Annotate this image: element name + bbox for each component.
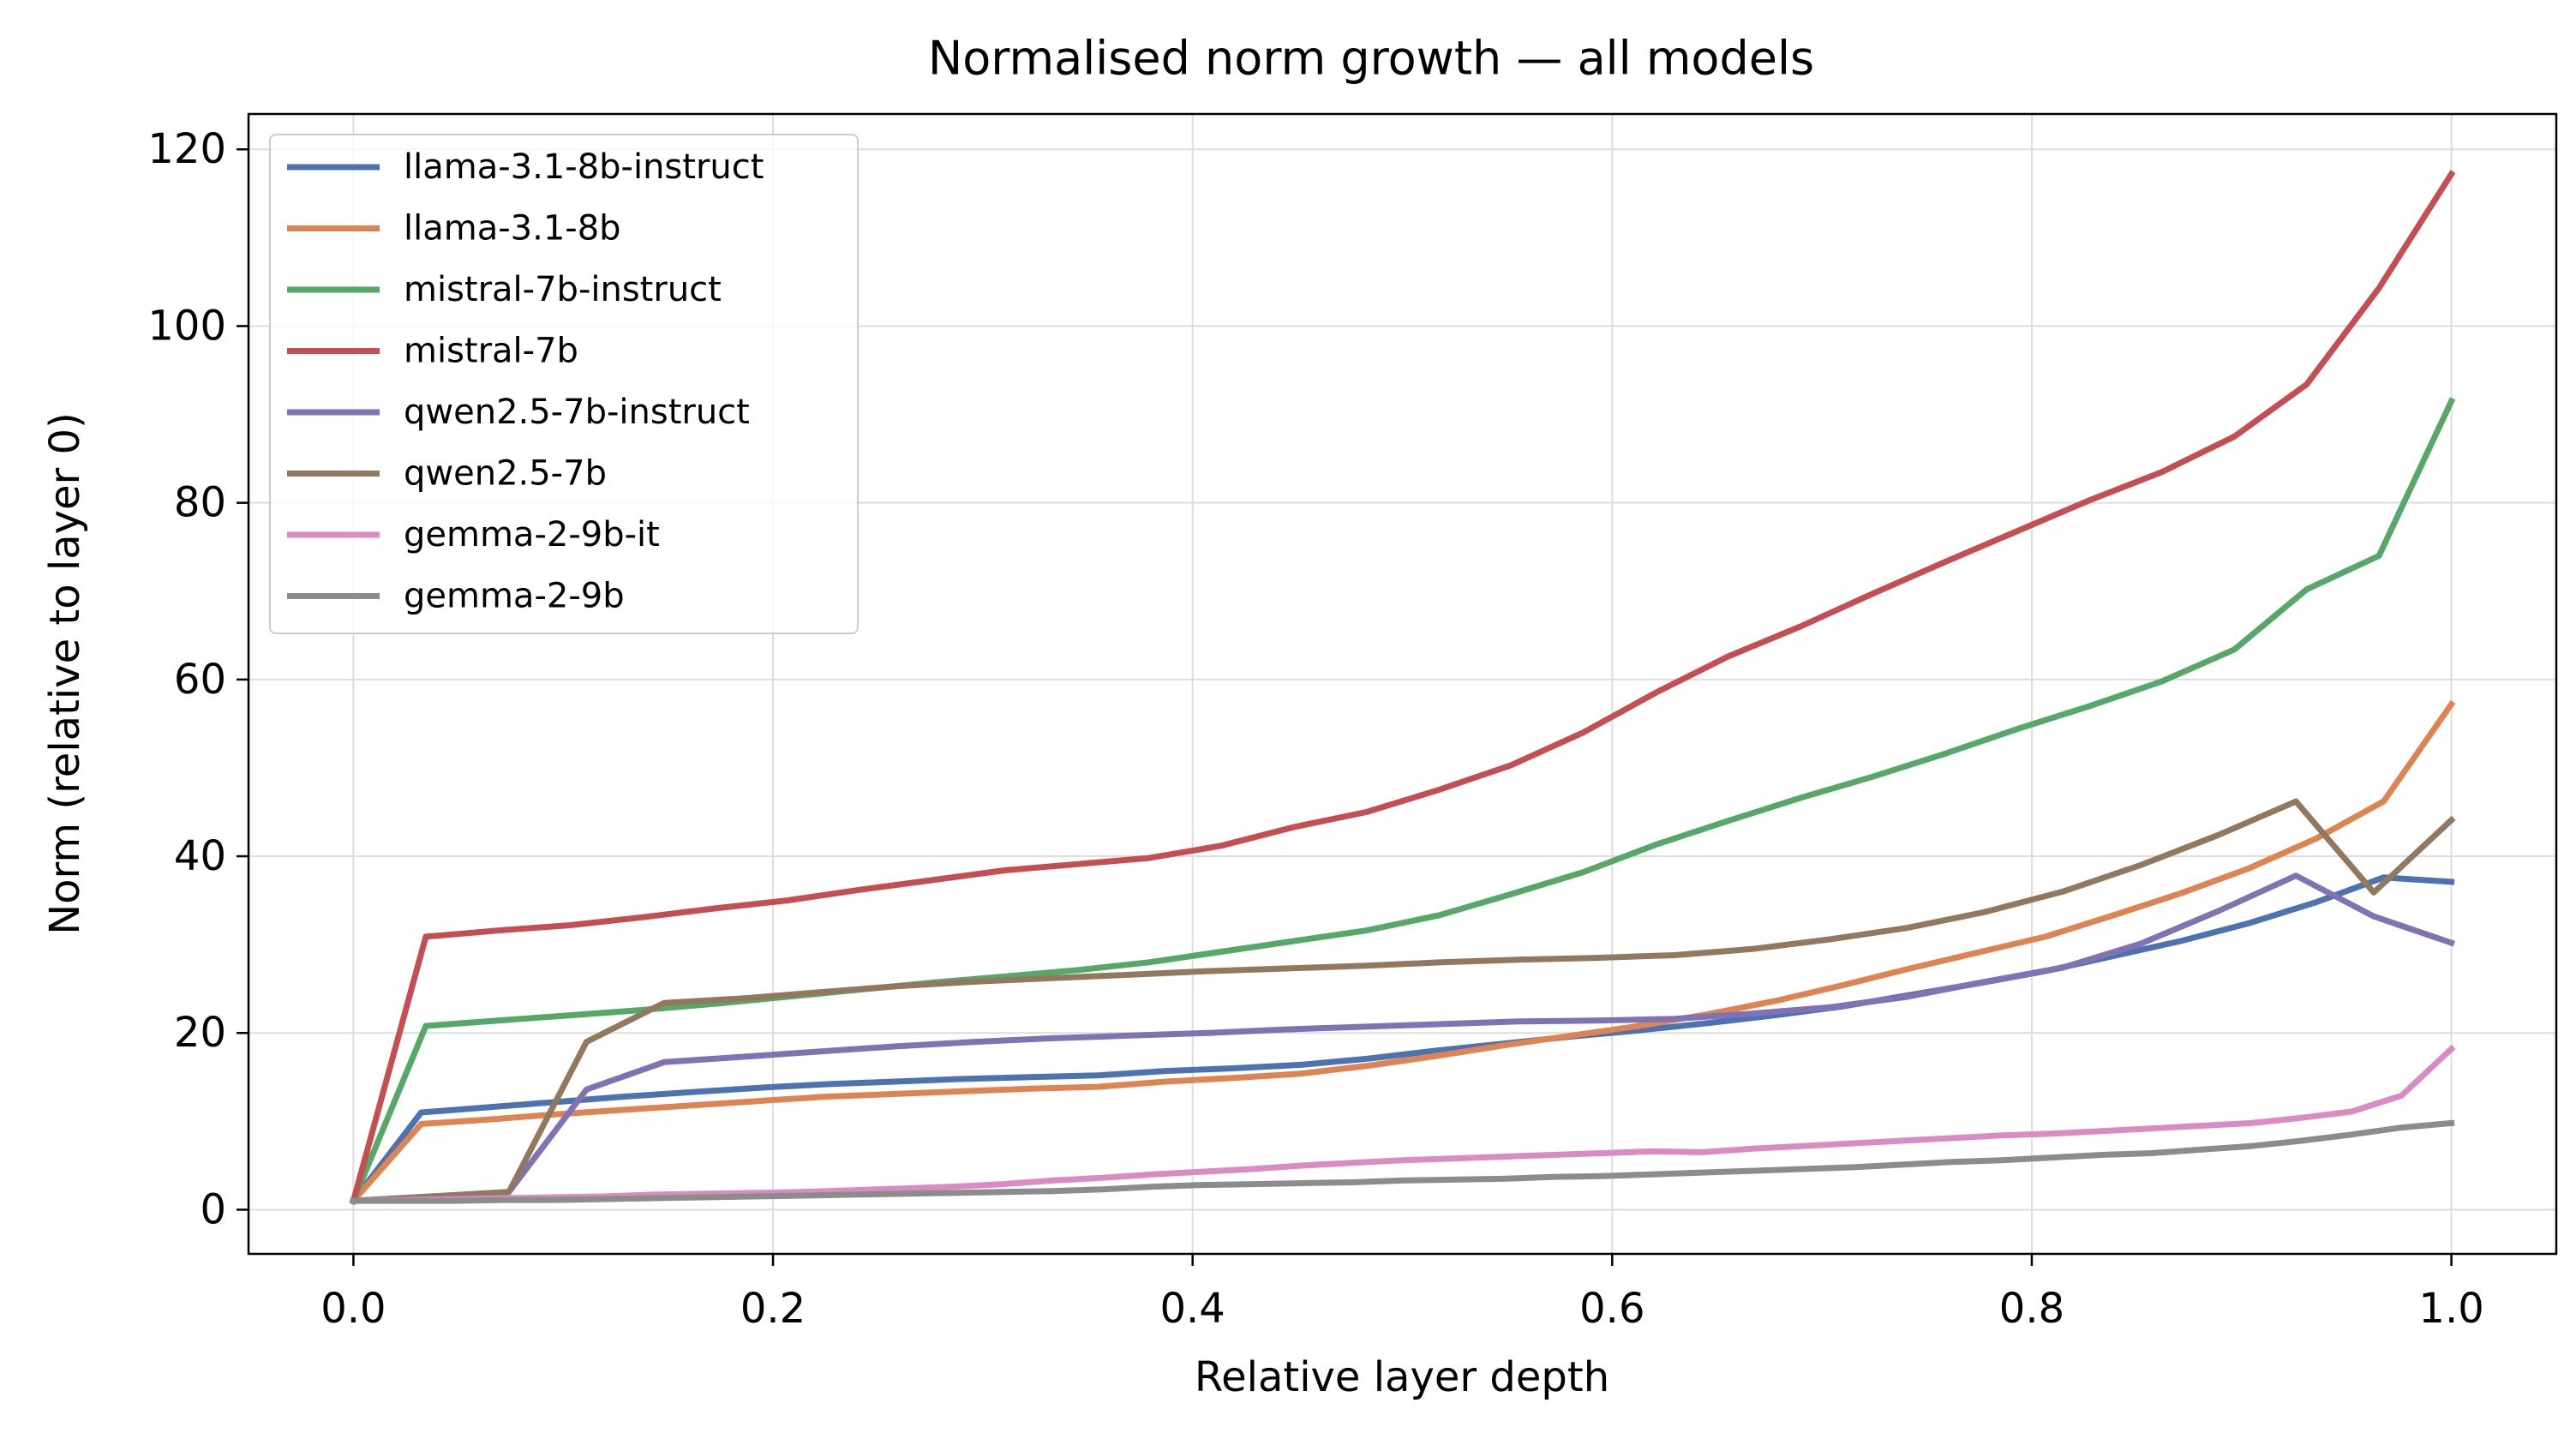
legend: llama-3.1-8b-instruct llama-3.1-8b mistral… xyxy=(269,134,859,634)
legend-entries: llama-3.1-8b-instruct llama-3.1-8b mistral… xyxy=(287,147,764,616)
x-tick-label: 0.4 xyxy=(1160,1285,1225,1333)
legend-label: qwen2.5-7b-instruct xyxy=(404,393,750,432)
series-line-mistral-7b-instruct xyxy=(349,397,2456,1205)
series-line-gemma-2-9b xyxy=(350,1119,2455,1204)
legend-label: qwen2.5-7b xyxy=(404,454,607,494)
y-tick-label: 0 xyxy=(200,1185,226,1233)
plot-frame xyxy=(247,112,2558,1256)
chart-title: Normalised norm growth — all models xyxy=(928,32,1814,86)
series-line-gemma-2-9b-it xyxy=(350,1044,2456,1204)
legend-label: gemma-2-9b-it xyxy=(404,515,660,555)
x-tick-label: 1.0 xyxy=(2418,1285,2483,1333)
y-axis-label: Norm (relative to layer 0) xyxy=(41,412,89,935)
series-line-llama-3.1-8b xyxy=(349,699,2456,1206)
legend-label: llama-3.1-8b-instruct xyxy=(404,147,764,187)
legend-box xyxy=(269,134,859,634)
x-tick-label: 0.2 xyxy=(740,1285,806,1333)
x-tick-label: 0.6 xyxy=(1579,1285,1644,1333)
legend-label: llama-3.1-8b xyxy=(404,209,621,249)
y-tick-label: 100 xyxy=(147,302,226,350)
legend-label: gemma-2-9b xyxy=(404,577,625,616)
series-lines xyxy=(349,170,2456,1206)
y-tick-label: 120 xyxy=(147,125,226,173)
legend-label: mistral-7b xyxy=(404,332,578,371)
y-tick-label: 60 xyxy=(174,656,226,704)
y-tick-label: 80 xyxy=(174,479,226,527)
series-line-mistral-7b xyxy=(350,170,2456,1205)
series-line-qwen2.5-7b xyxy=(350,798,2456,1204)
axis-ticks: 0.0 0.2 0.4 0.6 0.8 1.0 0 20 40 60 80 100 120 xyxy=(147,125,2483,1333)
legend-label: mistral-7b-instruct xyxy=(404,270,722,309)
x-axis-label: Relative layer depth xyxy=(1195,1353,1609,1401)
y-tick-label: 20 xyxy=(174,1009,226,1057)
series-line-qwen2.5-7b-instruct xyxy=(350,872,2456,1204)
x-tick-label: 0.8 xyxy=(1999,1285,2064,1333)
y-tick-label: 40 xyxy=(174,832,226,880)
x-tick-label: 0.0 xyxy=(321,1285,386,1333)
